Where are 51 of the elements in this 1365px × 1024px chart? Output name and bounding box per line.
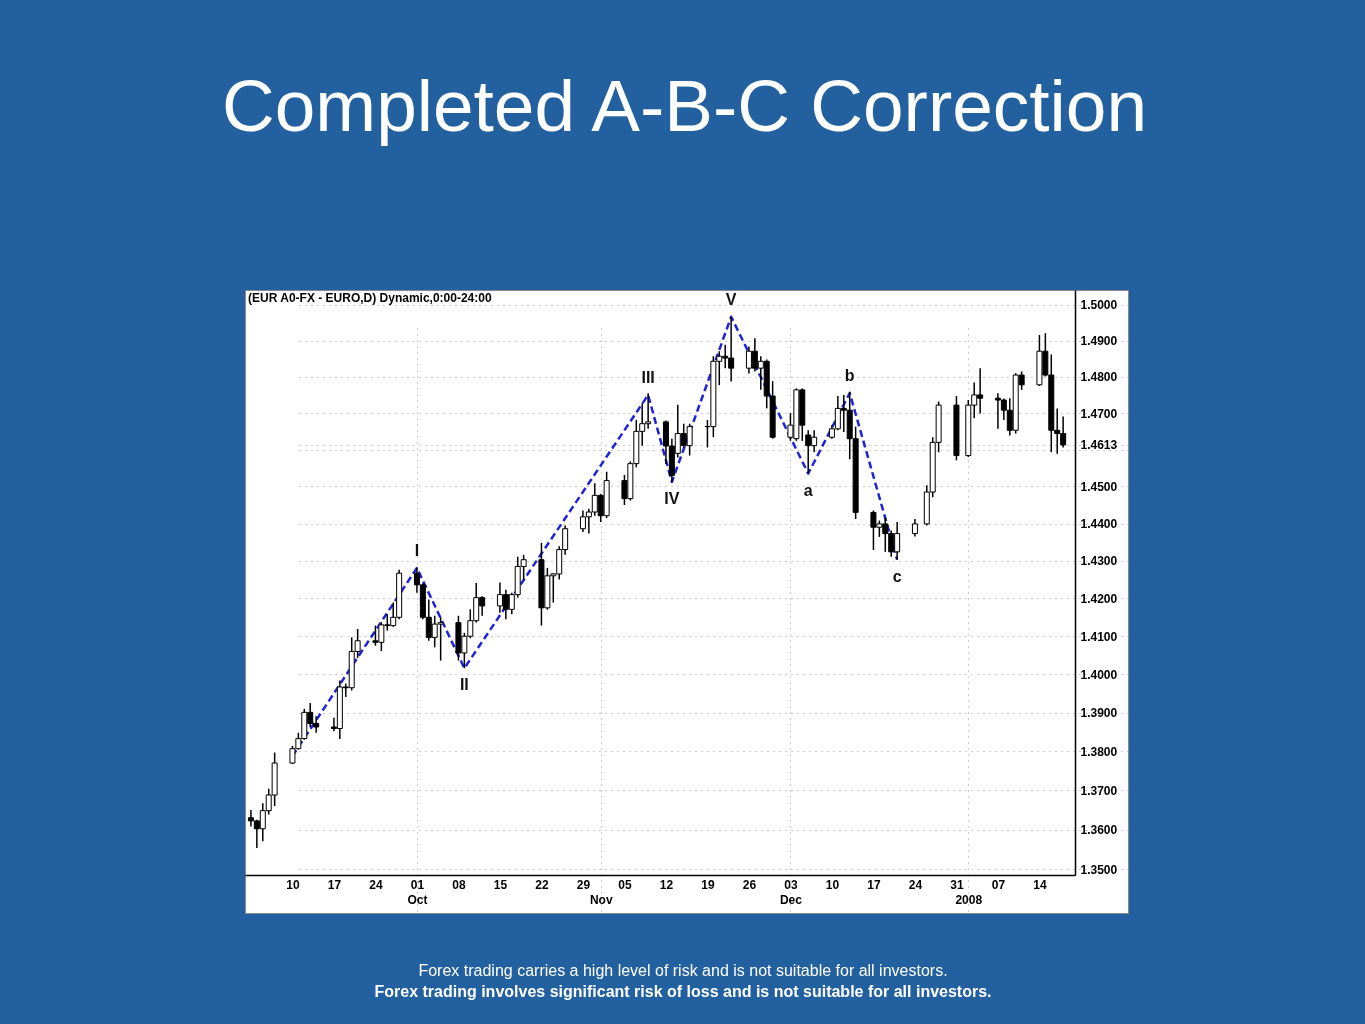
x2-tick-label: 17 xyxy=(867,877,881,892)
x-tick-label: 2008 xyxy=(955,892,983,907)
x2-tick-label: 31 xyxy=(950,877,964,892)
y-tick-label: 1.4900 xyxy=(1080,334,1118,349)
x-tick-label: Nov xyxy=(589,892,613,907)
y-tick-label: 1.4000 xyxy=(1080,667,1118,682)
x-tick-label: Dec xyxy=(779,892,803,907)
annotation: c xyxy=(892,567,902,585)
y-tick-label: 1.4200 xyxy=(1080,591,1118,606)
text: Forex trading involves significant risk of loss and is not suitable for all investors. xyxy=(374,983,992,1000)
chart-title: Completed A-B-C Correction xyxy=(221,65,1148,146)
annotation: a xyxy=(803,481,813,499)
x2-tick-label: 14 xyxy=(1033,877,1047,892)
x2-tick-label: 26 xyxy=(742,877,757,892)
annotation: b xyxy=(844,367,855,385)
annotation: IV xyxy=(664,490,680,508)
x2-tick-label: 24 xyxy=(369,877,383,892)
chart-subtitle: (EUR A0-FX - EURO,D) Dynamic,0:00-24:00 xyxy=(248,291,492,305)
annotation: I xyxy=(414,541,420,559)
text: Forex trading carries a high level of risk and is not suitable for all investors. xyxy=(418,962,948,979)
x2-tick-label: 03 xyxy=(784,877,798,892)
y-tick-label: 1.4400 xyxy=(1080,517,1118,532)
x2-tick-label: 29 xyxy=(576,877,591,892)
annotation: III xyxy=(641,368,655,386)
y-tick-label: 1.3500 xyxy=(1080,862,1118,877)
y-tick-label: 1.3700 xyxy=(1080,783,1118,798)
y-tick-label: 1.4800 xyxy=(1080,370,1118,385)
x2-tick-label: 22 xyxy=(535,877,549,892)
x2-tick-label: 19 xyxy=(701,877,715,892)
annotation: V xyxy=(725,290,737,308)
y-tick-label: 1.4500 xyxy=(1080,479,1118,494)
x2-tick-label: 12 xyxy=(659,877,674,892)
x2-tick-label: 15 xyxy=(493,877,508,892)
x-tick-label: Oct xyxy=(407,892,428,907)
y-tick-label: 1.3600 xyxy=(1080,823,1118,838)
y-tick-label: 1.3900 xyxy=(1080,706,1118,721)
y-tick-label: 1.4100 xyxy=(1080,629,1118,644)
y-tick-label: 1.5000 xyxy=(1080,298,1118,313)
x2-tick-label: 17 xyxy=(327,877,342,892)
annotation: II xyxy=(459,676,469,694)
y-tick-label: 1.4300 xyxy=(1080,554,1118,569)
x2-tick-label: 10 xyxy=(286,877,300,892)
x2-tick-label: 07 xyxy=(991,877,1006,892)
x2-tick-label: 08 xyxy=(452,877,466,892)
y-tick-label: 1.4613 xyxy=(1080,438,1118,453)
x2-tick-label: 10 xyxy=(825,877,840,892)
y-tick-label: 1.3800 xyxy=(1080,744,1118,759)
y-tick-label: 1.4700 xyxy=(1080,406,1118,421)
x2-tick-label: 05 xyxy=(618,877,632,892)
x2-tick-label: 01 xyxy=(410,877,425,892)
x2-tick-label: 24 xyxy=(908,877,923,892)
